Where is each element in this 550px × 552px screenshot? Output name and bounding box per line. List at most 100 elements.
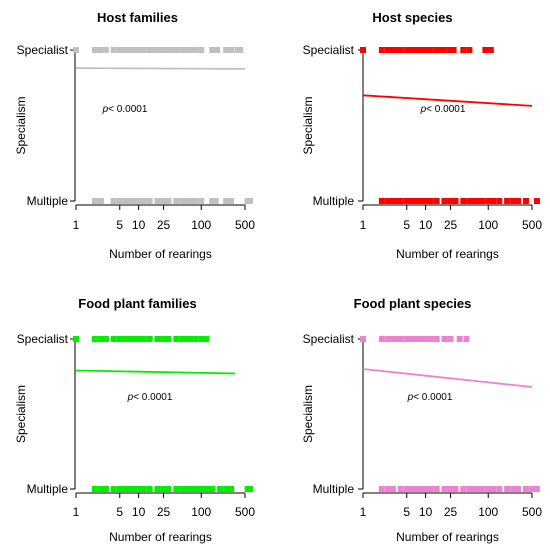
point-specialist — [188, 336, 195, 342]
point-specialist — [135, 336, 142, 342]
point-specialist — [198, 47, 205, 53]
y-tick-label: Specialist — [17, 332, 69, 346]
point-multiple — [192, 198, 199, 204]
point-multiple — [146, 486, 153, 492]
point-specialist — [422, 47, 429, 53]
point-specialist — [447, 336, 454, 342]
point-multiple — [441, 198, 448, 204]
point-specialist — [73, 47, 79, 53]
point-specialist — [184, 47, 191, 53]
point-multiple — [135, 486, 142, 492]
point-multiple — [471, 198, 478, 204]
y-tick-label: Multiple — [27, 482, 69, 496]
fit-line — [75, 67, 246, 70]
x-tick-label: 500 — [235, 505, 255, 519]
point-multiple — [452, 198, 459, 204]
x-axis-label: Number of rearings — [396, 530, 499, 544]
point-multiple — [173, 198, 180, 204]
chart-panel-2: Food plant families Multiple Specialist Sp… — [0, 276, 275, 552]
point-multiple — [129, 486, 136, 492]
point-multiple — [475, 198, 482, 204]
x-tick-label: 100 — [191, 218, 211, 232]
point-multiple — [205, 486, 212, 492]
x-tick-label: 5 — [116, 218, 123, 232]
point-specialist — [102, 336, 109, 342]
y-axis-label: Specialism — [14, 96, 28, 154]
p-value-annotation: p< 0.0001 — [420, 104, 466, 115]
point-specialist — [110, 336, 117, 342]
point-specialist — [384, 47, 391, 53]
point-specialist — [378, 47, 385, 53]
point-specialist — [394, 47, 401, 53]
point-multiple — [228, 486, 235, 492]
chart-svg: Multiple Specialist Specialism 1 5 10 25 100 500… — [14, 332, 255, 544]
point-multiple — [403, 198, 410, 204]
x-tick-label: 25 — [157, 218, 171, 232]
point-multiple — [433, 486, 440, 492]
point-multiple — [209, 198, 216, 204]
point-multiple — [394, 198, 401, 204]
x-tick-label: 500 — [522, 505, 542, 519]
point-specialist — [441, 47, 448, 53]
point-specialist — [456, 336, 463, 342]
point-specialist — [214, 47, 221, 53]
point-specialist — [360, 47, 366, 53]
point-specialist — [397, 47, 404, 53]
point-specialist — [135, 47, 142, 53]
point-specialist — [209, 47, 216, 53]
y-axis-label: Specialism — [301, 96, 315, 154]
point-specialist — [482, 47, 489, 53]
point-specialist — [450, 47, 457, 53]
point-multiple — [384, 198, 391, 204]
point-specialist — [427, 336, 434, 342]
point-specialist — [463, 336, 470, 342]
point-multiple — [533, 198, 540, 204]
point-specialist — [384, 336, 391, 342]
point-multiple — [91, 198, 98, 204]
x-axis-label: Number of rearings — [109, 530, 212, 544]
point-multiple — [490, 486, 497, 492]
x-tick-label: 1 — [73, 218, 80, 232]
point-multiple — [154, 486, 161, 492]
chart-svg: Multiple Specialist Specialism 1 5 10 25 100 500… — [301, 43, 542, 261]
chart-panel-0: Host families Multiple Specialist Speciali… — [0, 0, 275, 276]
point-specialist — [397, 336, 404, 342]
point-multiple — [433, 198, 440, 204]
point-multiple — [116, 198, 123, 204]
point-multiple — [441, 486, 448, 492]
x-axis-label: Number of rearings — [396, 247, 499, 261]
point-multiple — [460, 486, 467, 492]
x-tick-label: 10 — [419, 218, 433, 232]
point-specialist — [160, 47, 167, 53]
point-multiple — [466, 198, 473, 204]
point-multiple — [116, 486, 123, 492]
point-multiple — [416, 198, 423, 204]
p-value-annotation: p< 0.0001 — [127, 392, 173, 403]
x-tick-label: 500 — [522, 218, 542, 232]
point-specialist — [73, 336, 79, 342]
point-multiple — [490, 198, 497, 204]
point-multiple — [471, 486, 478, 492]
point-multiple — [447, 486, 454, 492]
point-multiple — [246, 486, 253, 492]
point-multiple — [217, 486, 224, 492]
point-specialist — [125, 336, 132, 342]
point-multiple — [198, 198, 205, 204]
point-specialist — [441, 336, 448, 342]
point-multiple — [515, 486, 522, 492]
point-multiple — [412, 486, 419, 492]
x-tick-label: 1 — [73, 505, 80, 519]
point-multiple — [403, 486, 410, 492]
point-specialist — [125, 47, 132, 53]
point-multiple — [522, 198, 529, 204]
point-specialist — [91, 47, 98, 53]
point-multiple — [510, 198, 517, 204]
point-specialist — [173, 47, 180, 53]
point-multiple — [466, 486, 473, 492]
y-axis-label: Specialism — [301, 385, 315, 443]
x-axis-label: Number of rearings — [109, 247, 212, 261]
point-multiple — [533, 486, 540, 492]
x-tick-label: 10 — [132, 505, 146, 519]
point-multiple — [97, 486, 104, 492]
chart-title: Food plant families — [78, 296, 197, 311]
